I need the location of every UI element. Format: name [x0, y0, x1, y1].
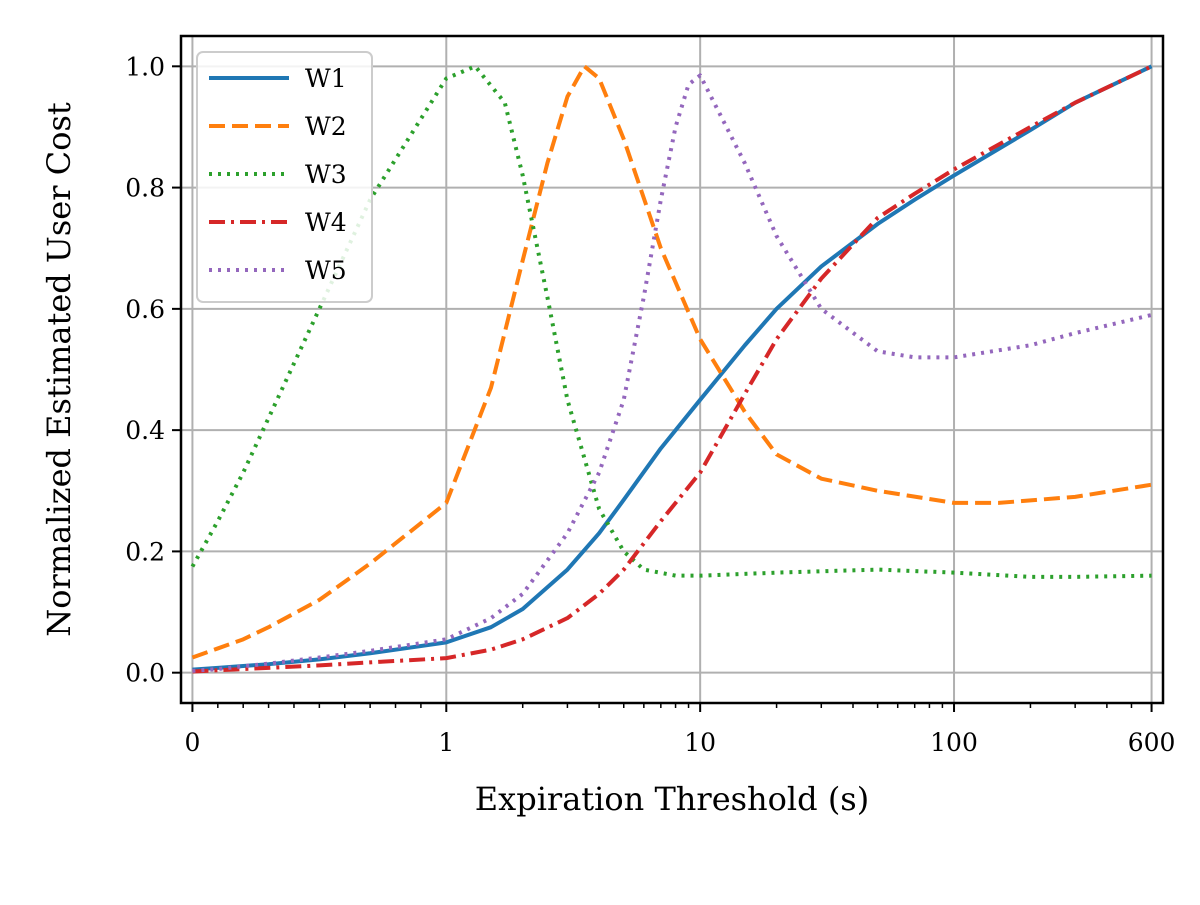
legend-label-w3: W3: [305, 160, 347, 189]
y-tick-label: 0.8: [125, 174, 165, 203]
x-axis-title: Expiration Threshold (s): [475, 780, 869, 818]
x-tick-label: 600: [1128, 728, 1176, 757]
y-tick-label: 0.6: [125, 295, 165, 324]
plot-frame: [179, 34, 1165, 705]
y-axis-title: Normalized Estimated User Cost: [40, 102, 78, 637]
x-tick-label: 10: [684, 728, 716, 757]
x-tick-label: 1: [438, 728, 454, 757]
legend-label-w1: W1: [305, 64, 347, 93]
y-tick-label: 0.2: [125, 537, 165, 566]
y-tick-label: 0.0: [125, 659, 165, 688]
series-line-w5: [192, 73, 1153, 673]
legend-label-w4: W4: [305, 208, 347, 237]
x-tick-label: 0: [184, 728, 200, 757]
series-line-w4: [192, 64, 1153, 674]
x-tick-label: 100: [930, 728, 978, 757]
legend-label-w5: W5: [305, 256, 347, 285]
y-tick-label: 1.0: [125, 52, 165, 81]
legend: W1 W2 W3 W4 W5: [196, 51, 373, 303]
series-layer: [190, 64, 1153, 674]
axes-layer: 0 1 10 100 600 0.0 0.2 0.4 0.6 0.8 1.0: [125, 34, 1176, 757]
legend-box: [196, 51, 373, 303]
series-line-w2: [191, 64, 1152, 660]
legend-label-w2: W2: [305, 112, 347, 141]
y-tick-label: 0.4: [125, 416, 165, 445]
